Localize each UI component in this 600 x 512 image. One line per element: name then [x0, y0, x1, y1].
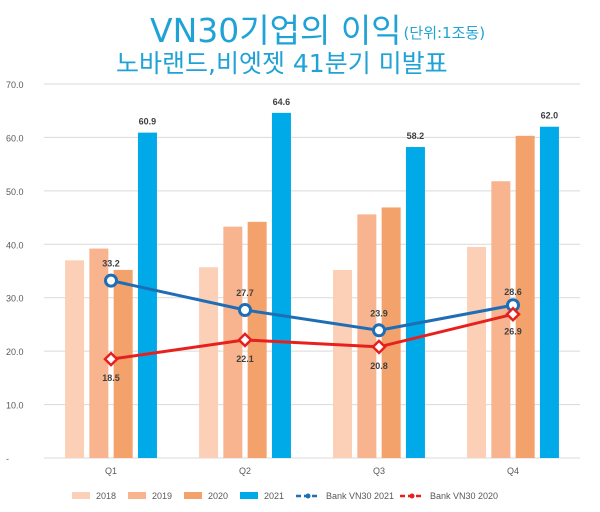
chart-subtitle: 노바랜드,비엣젯 41분기 미발표: [116, 49, 448, 78]
data-label: 18.5: [102, 373, 120, 383]
legend-label: 2019: [152, 491, 172, 501]
bar-2018-Q1: [65, 260, 85, 458]
x-tick-label: Q4: [507, 466, 519, 476]
line-Bank-VN30-2020: [110, 312, 514, 361]
line-point: [238, 303, 252, 318]
legend-label: 2018: [96, 491, 116, 501]
bar-2021-Q2: [271, 112, 291, 458]
legend-label: Bank VN30 2020: [430, 491, 498, 501]
y-tick-label: 40.0: [6, 240, 24, 250]
x-tick-label: Q1: [105, 466, 117, 476]
bar-2018-Q4: [467, 246, 487, 458]
y-tick-label: 10.0: [6, 401, 24, 411]
data-label: 64.6: [273, 97, 291, 107]
chart-title: VN30기업의 이익 (단위:1조동): [150, 4, 485, 52]
line-Bank-VN30-2021: [110, 279, 514, 332]
data-label: 26.9: [504, 326, 522, 336]
y-tick-label: 60.0: [6, 133, 24, 143]
y-tick-label: 20.0: [6, 347, 24, 357]
data-label: 33.2: [102, 259, 120, 269]
data-label: 62.0: [541, 111, 559, 121]
y-tick-label: 70.0: [6, 80, 24, 90]
x-tick-label: Q2: [239, 466, 251, 476]
bar-2021-Q4: [539, 126, 559, 458]
line-point: [104, 273, 118, 288]
line-point: [237, 332, 253, 348]
legend-swatch: [128, 492, 146, 499]
legend-label: Bank VN30 2021: [326, 491, 394, 501]
line-point: [371, 339, 387, 355]
bar-2019-Q4: [491, 181, 511, 459]
y-tick-label: 50.0: [6, 187, 24, 197]
unit-label: (단위:1조동): [403, 24, 486, 42]
bar-2021-Q3: [405, 147, 425, 458]
line-point: [505, 306, 521, 323]
bar-2018-Q3: [333, 269, 353, 458]
bar-2020-Q1: [113, 269, 133, 458]
data-label: 58.2: [407, 131, 425, 141]
line-point: [103, 351, 119, 367]
data-label: 60.9: [139, 117, 157, 127]
bar-2019-Q3: [357, 214, 377, 458]
data-label: 28.6: [504, 287, 522, 297]
data-label: 27.7: [236, 288, 254, 298]
legend-label: 2020: [208, 491, 228, 501]
data-label: 23.9: [370, 308, 388, 318]
bar-2021-Q1: [137, 132, 157, 458]
legend-marker: [305, 493, 311, 499]
legend-swatch: [240, 492, 258, 499]
bar-2018-Q2: [199, 267, 219, 458]
legend-swatch: [72, 492, 90, 499]
y-tick-label: 30.0: [6, 294, 24, 304]
data-label: 20.8: [370, 361, 388, 371]
y-tick-label: -: [6, 454, 9, 464]
bar-2020-Q4: [515, 135, 535, 458]
bar-2019-Q1: [89, 248, 109, 458]
line-point: [372, 323, 386, 338]
data-label: 22.1: [236, 354, 254, 364]
x-tick-label: Q3: [373, 466, 385, 476]
legend-marker: [409, 493, 415, 499]
chart-title-text: VN30기업의 이익: [150, 11, 402, 50]
bar-2020-Q3: [381, 207, 401, 458]
legend-label: 2021: [264, 491, 284, 501]
legend-swatch: [184, 492, 202, 499]
